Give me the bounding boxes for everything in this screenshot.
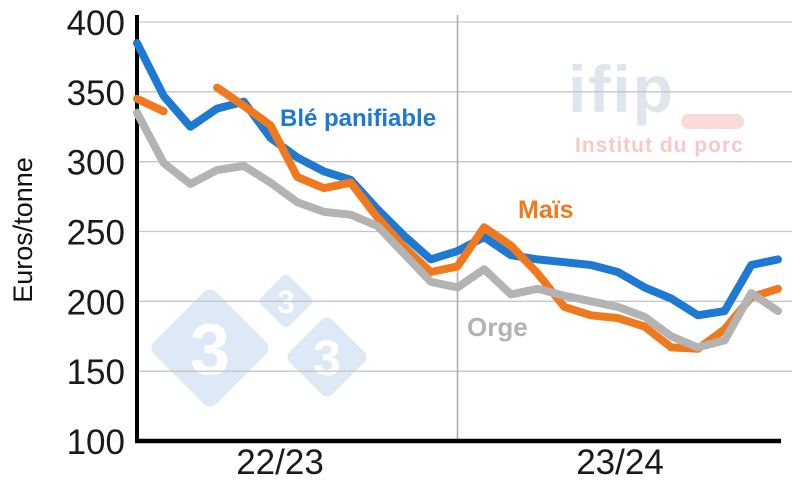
ticks-layer: 400 350 300 250 200 150 100 22/23 23/24 bbox=[67, 4, 664, 482]
y-tick-label-100: 100 bbox=[67, 423, 125, 462]
series-layer bbox=[133, 39, 782, 353]
y-tick-label-400: 400 bbox=[67, 4, 125, 43]
series-label-ble-panifiable: Blé panifiable bbox=[280, 105, 436, 132]
ifip-logo-text: ifip bbox=[568, 52, 675, 126]
x-season-label-22-23: 22/23 bbox=[236, 443, 324, 482]
diamond-digit: 3 bbox=[277, 284, 295, 320]
diamond-shape bbox=[287, 317, 367, 397]
grid-layer bbox=[137, 15, 792, 441]
y-tick-label-200: 200 bbox=[67, 283, 125, 322]
watermark-diamond-medium: 3 bbox=[287, 317, 367, 397]
series-line-ma-s bbox=[213, 83, 782, 353]
x-season-label-23-24: 23/24 bbox=[576, 443, 664, 482]
series-line-ma-s bbox=[133, 94, 168, 116]
y-tick-label-150: 150 bbox=[67, 353, 125, 392]
watermark-diamond-large: 3 bbox=[151, 289, 269, 407]
diamond-shape bbox=[151, 289, 269, 407]
series-label-orge: Orge bbox=[467, 312, 528, 342]
series-label-mais: Maïs bbox=[518, 196, 574, 224]
y-axis-title: Euros/tonne bbox=[8, 157, 38, 303]
y-tick-label-300: 300 bbox=[67, 144, 125, 183]
series-line-orge bbox=[133, 108, 782, 352]
watermark-ifip: ifip Institut du porc bbox=[568, 52, 744, 157]
diamond-digit: 3 bbox=[190, 310, 230, 390]
y-tick-label-250: 250 bbox=[67, 214, 125, 253]
ifip-pink-dash bbox=[681, 114, 744, 129]
axis-layer bbox=[135, 15, 781, 444]
y-tick-label-350: 350 bbox=[67, 74, 125, 113]
ifip-tagline: Institut du porc bbox=[575, 134, 744, 157]
diamond-digit: 3 bbox=[313, 330, 341, 386]
watermark-333: 3 3 3 bbox=[151, 274, 367, 407]
